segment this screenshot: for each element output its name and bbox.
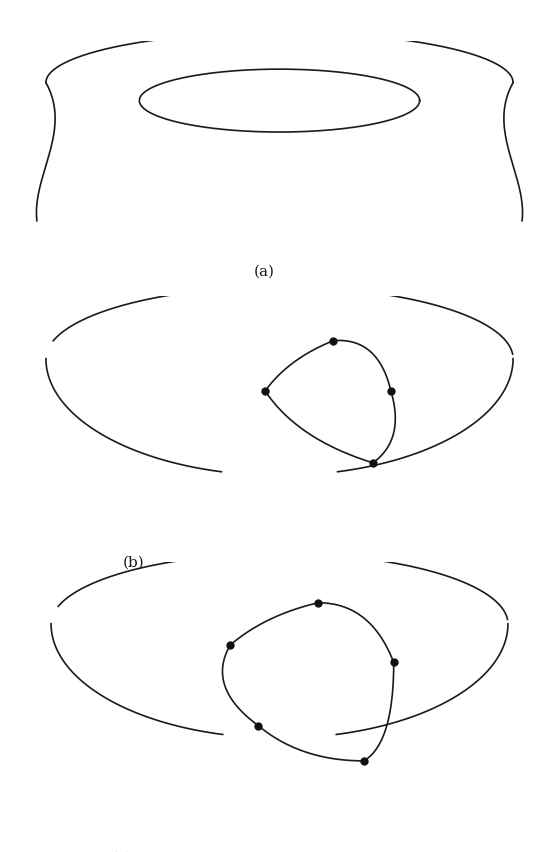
Text: (a): (a) bbox=[254, 264, 275, 279]
Text: (b): (b) bbox=[123, 556, 144, 569]
